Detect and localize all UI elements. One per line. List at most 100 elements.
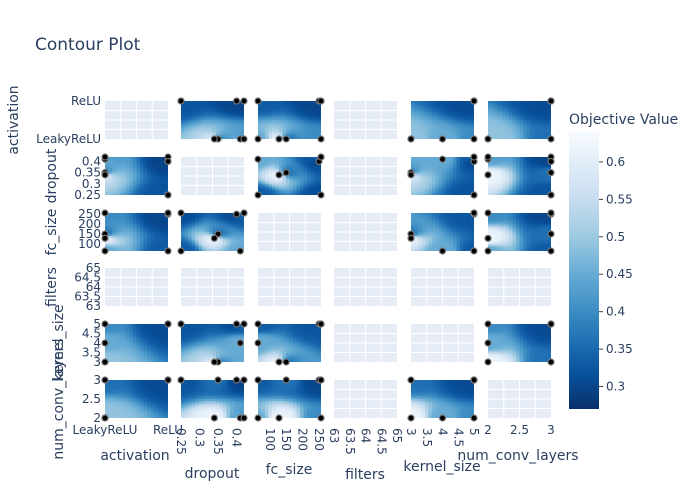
trial-marker <box>275 358 283 366</box>
y-tick-label: 3 <box>93 355 101 369</box>
y-axis-label-kernel_size: kernel_size <box>51 304 67 381</box>
subplot-dropout-vs-kernel_size <box>407 153 478 199</box>
contour-fill <box>411 101 474 139</box>
subplot-num_conv_layers-vs-filters <box>334 380 397 418</box>
subplot-fc_size-vs-dropout <box>177 209 248 255</box>
trial-marker <box>232 210 241 218</box>
trial-marker <box>177 97 185 105</box>
subplot-kernel_size-vs-num_conv_layers <box>484 320 555 366</box>
x-tick-label: 4 <box>436 428 450 436</box>
y-tick-label: 250 <box>78 207 101 221</box>
y-axis-label-dropout: dropout <box>44 148 60 203</box>
y-tick-label: 200 <box>78 217 101 231</box>
trial-marker <box>254 376 262 384</box>
y-tick-label: 64 <box>86 280 101 294</box>
y-axis-label-num_conv_layers: num_conv_layers <box>51 338 67 459</box>
subplot-activation-vs-dropout <box>177 97 248 143</box>
trial-marker <box>101 339 109 347</box>
trial-marker <box>164 191 172 199</box>
colorbar-title: Objective Value <box>569 112 678 128</box>
x-tick-label: 2 <box>484 423 492 437</box>
trial-marker <box>275 414 283 422</box>
trial-marker <box>484 234 492 242</box>
trial-marker <box>282 135 290 143</box>
trial-marker <box>317 153 325 161</box>
subplot-activation-vs-filters <box>334 101 397 139</box>
x-tick-label: 3 <box>547 423 555 437</box>
trial-marker <box>470 209 478 217</box>
subplot-kernel_size-vs-filters <box>334 324 397 362</box>
subplot-activation-vs-num_conv_layers <box>484 97 555 143</box>
subplot-fc_size-vs-fc_size <box>258 213 321 251</box>
x-tick-label: 100 <box>263 428 277 451</box>
trial-marker <box>232 97 241 105</box>
trial-marker <box>177 320 185 328</box>
subplot-dropout-vs-activation <box>101 153 172 199</box>
y-tick-label: 0.4 <box>82 155 101 169</box>
contour-fill <box>105 324 168 362</box>
trial-marker <box>470 376 478 384</box>
subplot-dropout-vs-fc_size <box>254 153 325 199</box>
trial-marker <box>438 247 447 255</box>
trial-marker <box>484 320 492 328</box>
y-tick-label: ReLU <box>71 94 101 108</box>
contour-fill <box>181 324 244 362</box>
subplot-filters-vs-filters <box>334 268 397 306</box>
y-tick-label: 4 <box>93 336 101 350</box>
subplot-kernel_size-vs-dropout <box>177 320 248 366</box>
trial-marker <box>470 414 478 422</box>
y-tick-label: 100 <box>78 237 101 251</box>
colorbar-tick-label: 0.6 <box>606 155 625 169</box>
x-axis-label-kernel_size: kernel_size <box>403 459 480 475</box>
trial-marker <box>317 376 325 384</box>
subplot-filters-vs-dropout <box>181 268 244 306</box>
trial-marker <box>210 234 218 242</box>
trial-marker <box>282 169 290 177</box>
trial-marker <box>282 376 290 384</box>
y-tick-label: 3 <box>93 373 101 387</box>
subplot-kernel_size-vs-activation <box>101 320 172 366</box>
trial-marker <box>407 414 415 422</box>
x-tick-label: 0.3 <box>193 428 207 447</box>
subplot-num_conv_layers-vs-fc_size <box>254 376 325 422</box>
trial-marker <box>484 358 492 366</box>
trial-marker <box>470 97 478 105</box>
trial-marker <box>101 358 109 366</box>
trial-marker <box>438 155 447 163</box>
y-axis-label-filters: filters <box>44 267 60 307</box>
trial-marker <box>317 97 325 105</box>
contour-fill <box>258 380 321 418</box>
subplot-fc_size-vs-kernel_size <box>407 209 478 255</box>
trial-marker <box>232 376 241 384</box>
contour-fill <box>258 101 321 139</box>
contour-fill <box>105 157 168 195</box>
subplot-filters-vs-activation <box>105 268 168 306</box>
colorbar-tick-label: 0.4 <box>606 305 625 319</box>
trial-marker <box>240 135 248 143</box>
trial-marker <box>177 209 185 217</box>
contour-fill <box>411 157 474 195</box>
colorbar-tick-label: 0.3 <box>606 380 625 394</box>
trial-marker <box>177 376 185 384</box>
x-tick-label: 2.5 <box>510 423 529 437</box>
trial-marker <box>101 171 109 179</box>
trial-marker <box>254 320 262 328</box>
contour-fill <box>488 157 551 195</box>
trial-marker <box>407 234 415 242</box>
trial-marker <box>164 247 172 255</box>
trial-marker <box>317 135 325 143</box>
trial-marker <box>164 376 172 384</box>
trial-marker <box>254 414 262 422</box>
trial-marker <box>210 358 218 366</box>
x-tick-label: 0.4 <box>230 428 244 447</box>
y-tick-label: 2 <box>93 411 101 425</box>
trial-marker <box>438 135 447 143</box>
y-tick-label: 2.5 <box>82 392 101 406</box>
x-axis-label-filters: filters <box>345 467 385 483</box>
y-tick-label: 65 <box>86 261 101 275</box>
trial-marker <box>210 135 218 143</box>
trial-marker <box>232 320 241 328</box>
trial-marker <box>214 376 222 384</box>
colorbar-tick-label: 0.35 <box>606 342 633 356</box>
subplot-num_conv_layers-vs-dropout <box>177 376 248 422</box>
